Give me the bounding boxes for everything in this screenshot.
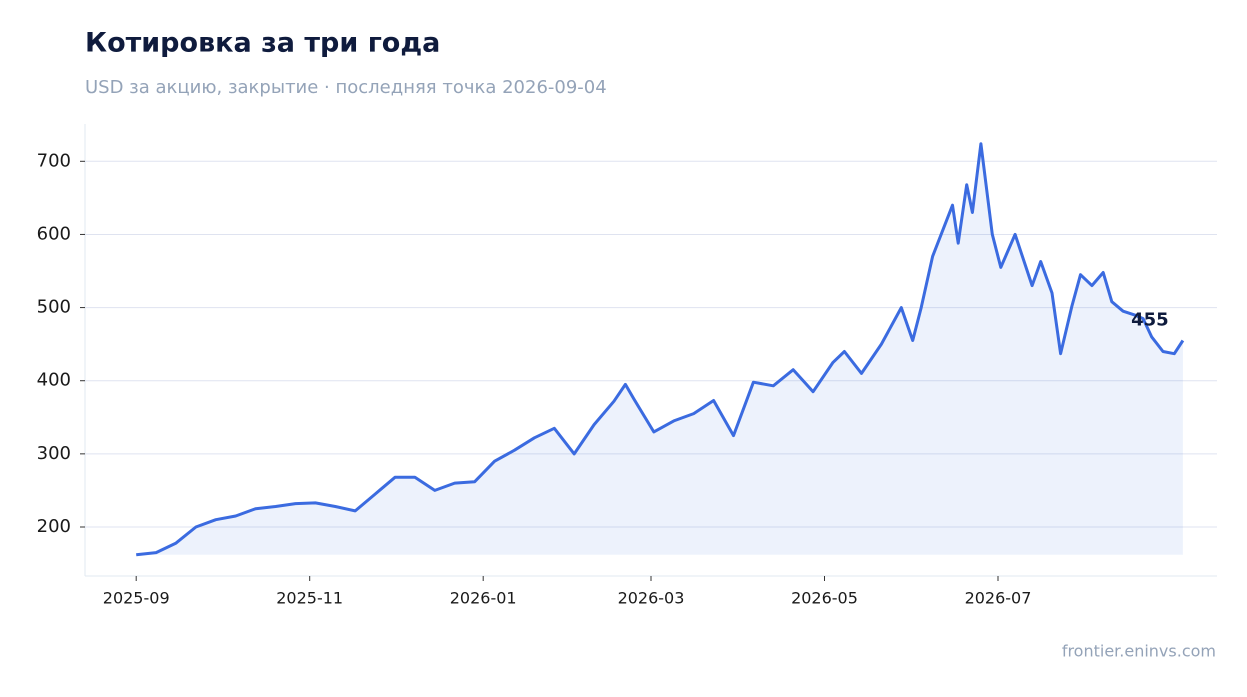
x-tick-label: 2026-01: [450, 589, 517, 608]
value-label: 455: [1131, 309, 1169, 330]
y-tick-label: 200: [37, 516, 71, 537]
area: [136, 143, 1183, 555]
x-tick-label: 2025-09: [103, 589, 170, 608]
line: [136, 142, 1185, 557]
x-tick-label: 2026-03: [618, 589, 685, 608]
x-tick-label: 2025-11: [276, 589, 343, 608]
y-tick-label: 600: [37, 223, 71, 244]
chart-title: Котировка за три года: [85, 28, 440, 59]
x-tick-label: 2026-05: [791, 589, 858, 608]
y-tick-label: 300: [37, 443, 71, 464]
source: frontier.eninvs.com: [1062, 642, 1216, 661]
y-tick-label: 500: [37, 297, 71, 318]
x-tick-label: 2026-07: [965, 589, 1032, 608]
chart-subtitle: USD за акцию, закрытие · последняя точка…: [85, 77, 607, 98]
y-tick-label: 400: [37, 370, 71, 391]
y-tick-label: 700: [37, 150, 71, 171]
